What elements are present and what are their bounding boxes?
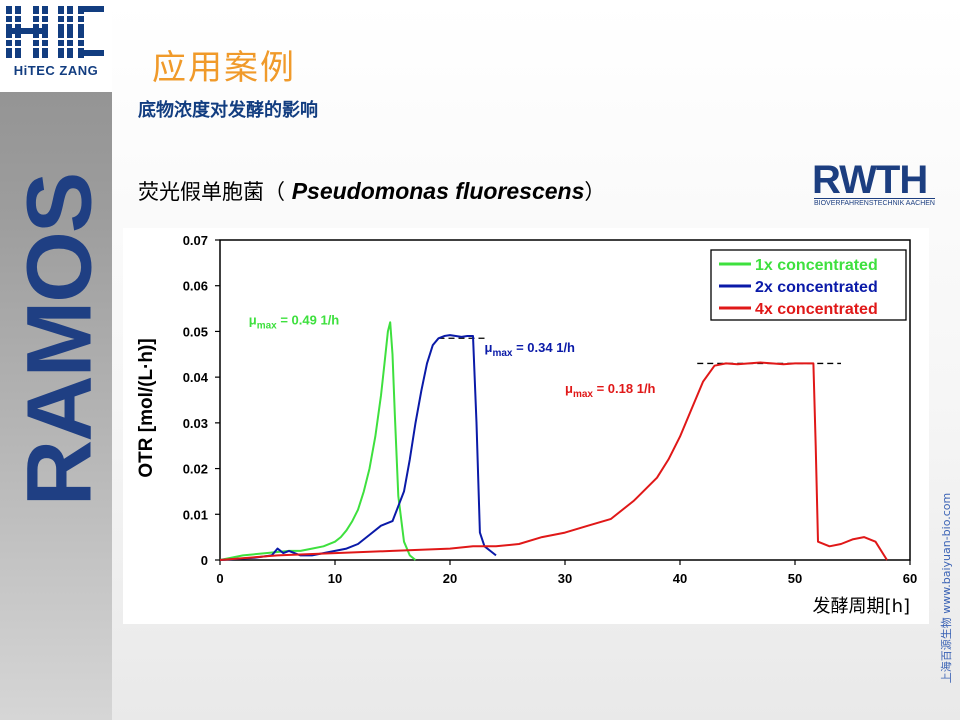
mu-max-annotation: μmax = 0.18 1/h (565, 381, 656, 400)
organism-latin-name: Pseudomonas fluorescens (291, 178, 585, 204)
x-tick-label: 20 (443, 571, 457, 586)
organism-suffix: ） (584, 180, 606, 204)
y-tick-label: 0.07 (183, 233, 208, 248)
mu-symbol: μ (565, 381, 573, 396)
watermark: 上海百源生物 www.baiyuan-bio.com (940, 492, 953, 684)
organism-prefix: 荧光假单胞菌（ (138, 180, 292, 204)
organism-line: 荧光假单胞菌（ Pseudomonas fluorescens） (138, 176, 605, 206)
x-tick-label: 0 (216, 571, 223, 586)
mu-value: = 0.34 1/h (512, 340, 575, 355)
x-tick-label: 10 (328, 571, 342, 586)
x-tick-label: 30 (558, 571, 572, 586)
logo-text: HiTEC ZANG (13, 63, 99, 78)
mu-value: = 0.18 1/h (593, 381, 656, 396)
slide-title: 应用案例 (152, 48, 296, 88)
hitec-logo-mark (6, 6, 106, 58)
rwth-logo-subtext: BIOVERFAHRENSTECHNIK AACHEN (814, 198, 935, 207)
y-tick-label: 0 (201, 553, 208, 568)
mu-subscript: max (492, 348, 512, 359)
mu-subscript: max (257, 321, 277, 332)
y-tick-label: 0.02 (183, 462, 208, 477)
series-line-1 (219, 321, 417, 561)
legend-label: 4x concentrated (755, 301, 878, 318)
mu-max-annotation: μmax = 0.34 1/h (485, 340, 576, 359)
x-tick-label: 60 (903, 571, 917, 586)
y-tick-label: 0.05 (183, 324, 208, 339)
ramos-logo: RAMOS (9, 150, 111, 530)
mu-subscript: max (573, 389, 593, 400)
otr-chart: 0 10 20 30 40 50 60 0 0.01 0.02 0.03 0.04 0.05 0.06 0.… (123, 228, 929, 624)
mu-symbol: μ (249, 313, 257, 328)
y-tick-label: 0.03 (183, 416, 208, 431)
slide-subtitle: 底物浓度对发酵的影响 (138, 100, 318, 121)
mu-symbol: μ (485, 340, 493, 355)
chart-canvas: 0 10 20 30 40 50 60 0 0.01 0.02 0.03 0.04 0.05 0.06 0.… (136, 233, 917, 617)
y-axis-label: OTR [mol/(L·h)] (136, 338, 157, 477)
ramos-text: RAMOS (8, 173, 111, 507)
sidebar: HiTEC ZANG RAMOS (0, 0, 112, 720)
series-line-3 (219, 361, 888, 561)
rwth-logo: RWTH BIOVERFAHRENSTECHNIK AACHEN (812, 158, 952, 212)
y-tick-label: 0.06 (183, 279, 208, 294)
legend-label: 2x concentrated (755, 279, 878, 296)
rwth-logo-text: RWTH (812, 158, 928, 202)
y-tick-label: 0.01 (183, 507, 208, 522)
x-axis-label: 发酵周期[h] (813, 596, 910, 617)
mu-value: = 0.49 1/h (277, 313, 340, 328)
legend-label: 1x concentrated (755, 257, 878, 274)
x-tick-label: 50 (788, 571, 802, 586)
y-tick-label: 0.04 (183, 370, 209, 385)
mu-max-annotation: μmax = 0.49 1/h (249, 313, 340, 332)
x-tick-label: 40 (673, 571, 687, 586)
hitec-zang-logo: HiTEC ZANG (0, 0, 112, 92)
series-line-2 (219, 334, 497, 561)
